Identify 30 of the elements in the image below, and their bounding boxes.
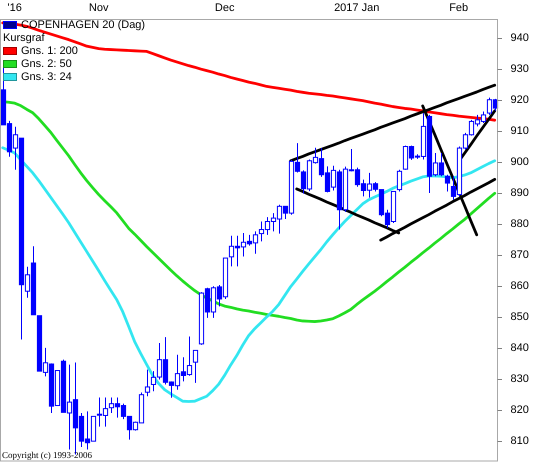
y-tick-label: 890 [510,187,529,199]
y-tick-label: 910 [510,125,529,138]
legend-title: Kursgraf [3,32,46,44]
x-tick-label: Feb [449,2,468,14]
y-tick-label: 880 [510,218,529,230]
annotation: Copyright (c) 1993-2006 [2,450,92,460]
legend-label: Gns. 1: 200 [21,45,78,57]
x-tick-label: '16 [8,2,22,14]
y-tick-label: 930 [510,63,529,76]
y-tick-label: 940 [510,32,529,44]
candlestick [192,350,198,384]
y-tick-label: 830 [510,372,529,385]
y-tick-label: 870 [510,248,529,261]
x-tick-label: 2017 Jan [334,2,380,14]
x-tick-label: Dec [214,2,235,14]
line-series [1,146,496,403]
x-tick-label: Nov [88,2,109,14]
y-tick-label: 820 [510,404,529,416]
candlestick [144,369,150,397]
y-tick-label: 810 [510,434,529,447]
y-tick-label: 850 [510,310,529,323]
legend-label: Gns. 2: 50 [21,58,72,70]
y-tick-label: 920 [510,94,529,106]
y-tick-label: 840 [510,342,529,354]
y-tick-label: 860 [510,280,529,292]
candlestick [444,174,450,192]
y-tick-label: 900 [510,156,529,168]
legend-label: Gns. 3: 24 [21,71,72,83]
candlestick [396,169,402,192]
chart-title: COPENHAGEN 20 (Dag) [21,19,146,31]
